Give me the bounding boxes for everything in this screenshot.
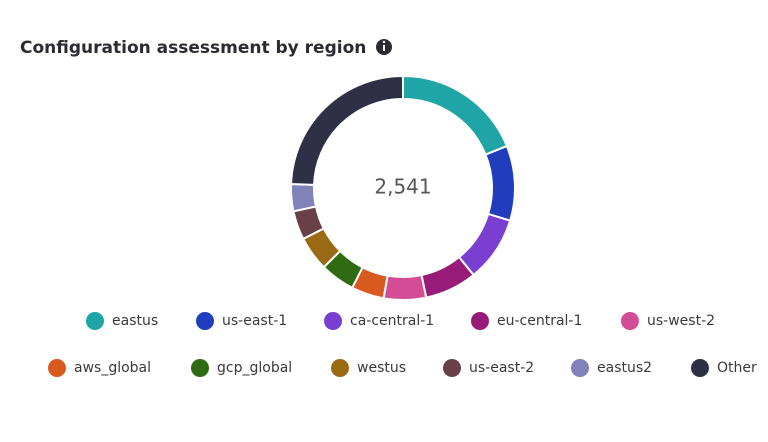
donut-segment xyxy=(290,183,318,213)
legend-swatch xyxy=(86,312,104,330)
legend-swatch xyxy=(471,312,489,330)
legend-swatch xyxy=(571,359,589,377)
donut-segment xyxy=(382,273,428,301)
info-icon[interactable] xyxy=(376,39,392,55)
legend-swatch xyxy=(691,359,709,377)
legend-label: ca-central-1 xyxy=(350,313,434,329)
legend-label: eastus xyxy=(112,313,158,329)
center-total: 2,541 xyxy=(374,175,431,199)
legend-swatch xyxy=(48,359,66,377)
donut-segment xyxy=(290,74,404,186)
legend-swatch xyxy=(331,359,349,377)
donut-segment xyxy=(484,144,516,222)
legend-label: us-east-2 xyxy=(469,360,534,376)
legend-label: aws_global xyxy=(74,360,151,376)
legend-swatch xyxy=(621,312,639,330)
legend-label: us-east-1 xyxy=(222,313,287,329)
legend-swatch xyxy=(443,359,461,377)
legend-label: us-west-2 xyxy=(647,313,715,329)
legend-label: eastus2 xyxy=(597,360,652,376)
chart-title: Configuration assessment by region xyxy=(20,38,366,58)
legend-label: Other xyxy=(717,360,757,376)
donut-segment xyxy=(402,74,509,156)
legend-label: westus xyxy=(357,360,406,376)
legend-swatch xyxy=(196,312,214,330)
legend-swatch xyxy=(324,312,342,330)
legend-label: gcp_global xyxy=(217,360,292,376)
legend-swatch xyxy=(191,359,209,377)
legend-label: eu-central-1 xyxy=(497,313,582,329)
